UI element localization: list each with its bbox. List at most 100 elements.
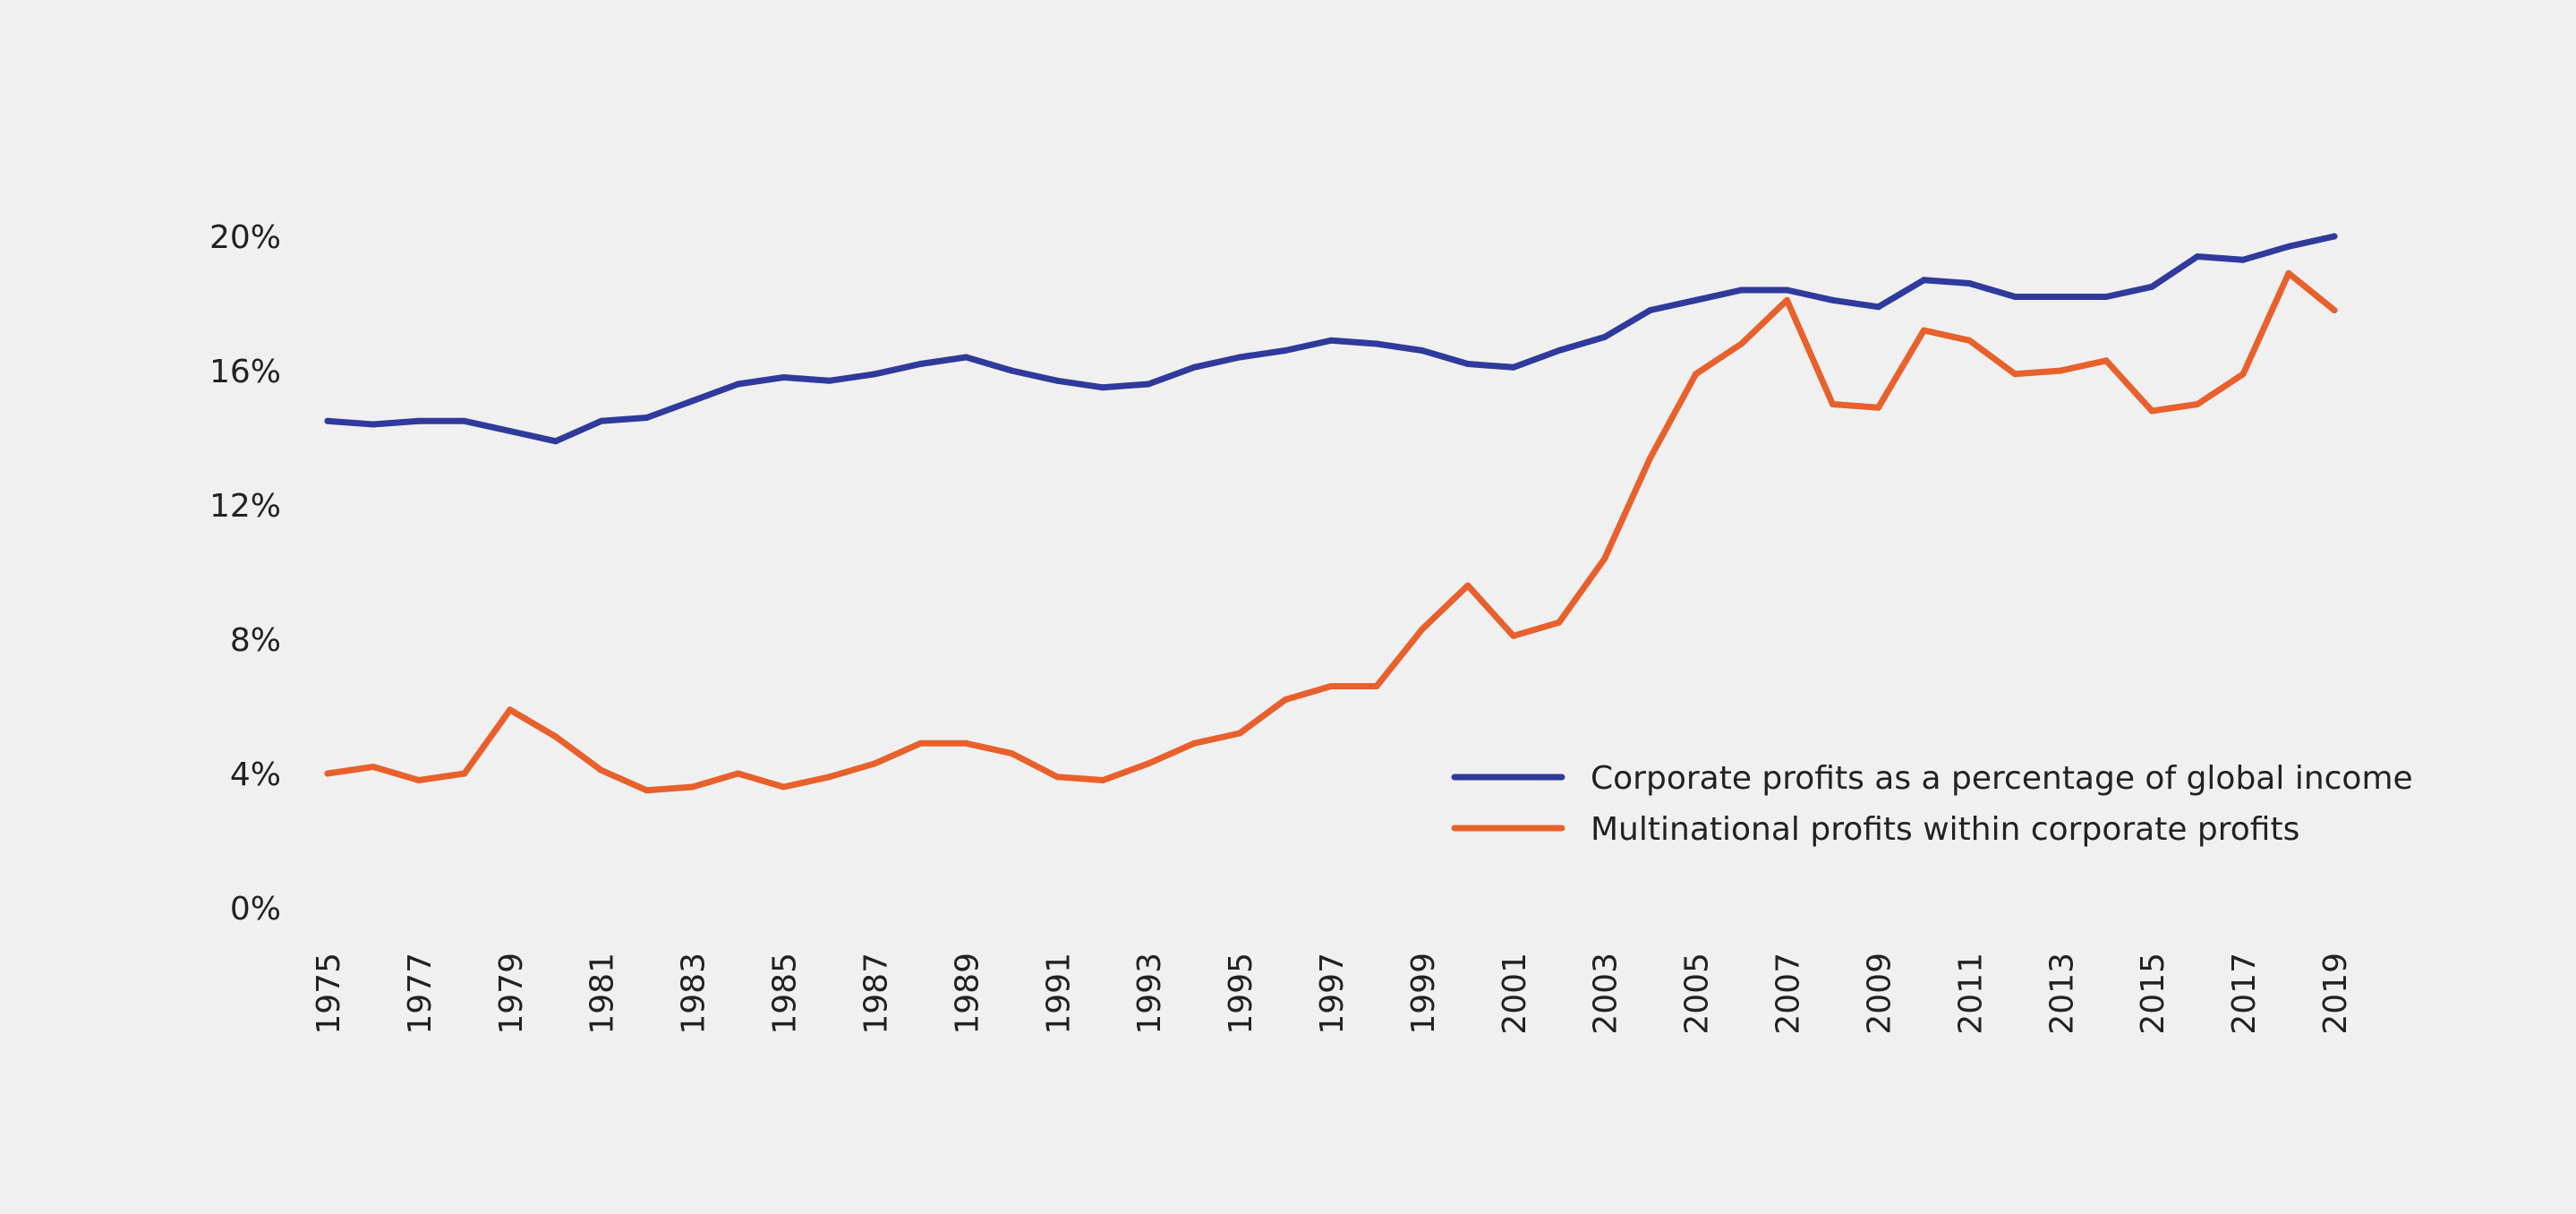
data-point — [552, 438, 559, 445]
data-point — [2331, 233, 2338, 240]
y-tick-label: 12% — [209, 488, 281, 525]
data-point — [552, 733, 559, 740]
legend-label-0: Corporate profits as a percentage of glo… — [1591, 760, 2413, 797]
data-point — [1874, 404, 1881, 411]
x-tick-label: 1979 — [493, 953, 530, 1035]
data-point — [917, 740, 924, 747]
data-point — [1464, 582, 1471, 589]
series-layer — [324, 233, 2338, 794]
data-point — [415, 417, 422, 424]
data-point — [1784, 286, 1791, 294]
x-tick-label: 1999 — [1405, 953, 1442, 1035]
data-point — [1190, 740, 1198, 747]
legend: Corporate profits as a percentage of glo… — [1451, 760, 2413, 848]
x-tick-label: 2009 — [1861, 953, 1898, 1035]
data-point — [1510, 363, 1517, 371]
data-point — [2103, 294, 2110, 300]
x-tick-label: 1977 — [402, 953, 439, 1035]
data-point — [1236, 730, 1243, 737]
data-point — [2057, 367, 2064, 374]
data-point — [780, 783, 788, 791]
y-tick-label: 4% — [230, 757, 281, 793]
data-point — [1693, 296, 1700, 304]
legend-label-1: Multinational profits within corporate p… — [1591, 811, 2299, 848]
data-point — [1008, 750, 1015, 757]
y-tick-label: 20% — [209, 219, 281, 256]
data-point — [598, 766, 605, 774]
data-point — [415, 777, 422, 783]
data-point — [1419, 347, 1426, 354]
data-point — [1373, 340, 1380, 347]
x-tick-label: 2007 — [1770, 953, 1807, 1035]
data-point — [2239, 256, 2247, 263]
data-point — [1510, 632, 1517, 639]
y-axis: 0% 4% 8% 12% 16% 20% — [209, 219, 281, 928]
data-point — [1190, 363, 1198, 371]
data-point — [598, 417, 605, 424]
data-point — [1099, 777, 1106, 783]
data-point — [2194, 401, 2201, 407]
x-tick-label: 2013 — [2043, 953, 2080, 1035]
x-tick-label: 1989 — [949, 953, 985, 1035]
data-point — [1647, 307, 1654, 313]
data-point — [2103, 357, 2110, 364]
x-tick-label: 2001 — [1497, 953, 1533, 1035]
data-point — [2148, 407, 2155, 415]
data-point — [644, 415, 651, 421]
data-point — [1419, 626, 1426, 633]
x-axis: 1975 1977 1979 1981 1983 1985 1987 1989 1991 1993… — [311, 953, 2354, 1035]
y-tick-label: 8% — [230, 622, 281, 659]
data-point — [1556, 347, 1563, 354]
x-tick-label: 1983 — [676, 953, 712, 1035]
data-point — [2011, 371, 2018, 378]
data-point — [1601, 555, 1608, 562]
data-point — [917, 361, 924, 367]
data-point — [826, 377, 832, 384]
data-point — [871, 760, 878, 767]
data-point — [1053, 774, 1061, 781]
data-point — [1099, 384, 1106, 391]
data-point — [2011, 294, 2018, 300]
x-tick-label: 1987 — [857, 953, 894, 1035]
data-point — [324, 417, 331, 424]
data-point — [1464, 361, 1471, 367]
x-tick-label: 1975 — [311, 953, 347, 1035]
x-tick-label: 2015 — [2135, 953, 2171, 1035]
x-tick-label: 2005 — [1679, 953, 1716, 1035]
data-point — [1920, 327, 1927, 334]
data-point — [1327, 337, 1335, 344]
data-point — [1282, 347, 1289, 354]
data-point — [1053, 377, 1061, 384]
data-point — [461, 417, 468, 424]
x-tick-label: 1981 — [584, 953, 621, 1035]
data-point — [1145, 760, 1152, 767]
data-point — [2057, 294, 2064, 300]
data-point — [1966, 337, 1973, 344]
data-point — [461, 770, 468, 777]
data-point — [644, 787, 651, 794]
data-point — [324, 770, 331, 777]
data-point — [2285, 243, 2292, 250]
x-tick-label: 2017 — [2226, 953, 2263, 1035]
x-tick-label: 1985 — [767, 953, 804, 1035]
x-tick-label: 2011 — [1952, 953, 1989, 1035]
data-point — [1373, 683, 1380, 689]
data-point — [2331, 307, 2338, 313]
data-point — [689, 398, 696, 405]
data-point — [1966, 280, 1973, 286]
data-point — [1830, 296, 1836, 304]
x-tick-label: 1997 — [1314, 953, 1351, 1035]
data-point — [1830, 401, 1836, 407]
data-point — [370, 764, 377, 770]
x-tick-label: 2019 — [2317, 953, 2354, 1035]
data-point — [962, 354, 969, 361]
data-point — [507, 428, 514, 434]
x-tick-label: 1993 — [1131, 953, 1168, 1035]
data-point — [1693, 371, 1700, 378]
data-point — [1236, 354, 1243, 361]
data-point — [689, 783, 696, 791]
data-point — [2239, 371, 2247, 378]
x-tick-label: 1991 — [1040, 953, 1077, 1035]
data-point — [780, 374, 788, 380]
